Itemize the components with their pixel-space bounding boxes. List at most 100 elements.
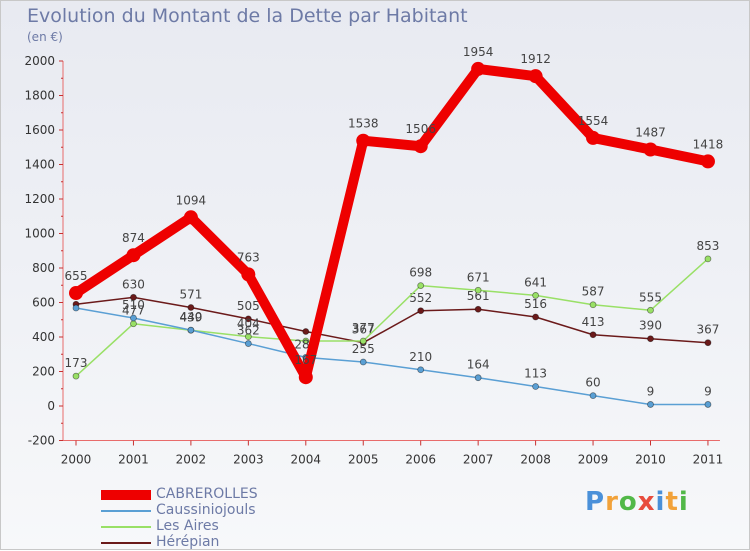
data-label: 516 xyxy=(524,297,547,311)
proxiti-logo: Proxiti xyxy=(585,487,689,517)
y-tick-label: 200 xyxy=(32,365,55,379)
data-label: 210 xyxy=(409,350,432,364)
data-label: 505 xyxy=(237,299,260,313)
data-point xyxy=(647,401,654,408)
data-label: 9 xyxy=(704,384,712,398)
y-tick-label: 0 xyxy=(47,399,55,413)
data-point xyxy=(302,337,310,345)
y-tick-label: 1800 xyxy=(24,89,55,103)
data-point xyxy=(704,255,712,263)
data-label: 173 xyxy=(65,356,88,370)
legend-swatch xyxy=(101,526,151,528)
data-label: 510 xyxy=(122,298,145,312)
data-point xyxy=(302,328,310,335)
data-point xyxy=(244,333,252,341)
series-line xyxy=(75,307,709,406)
data-point xyxy=(69,286,83,301)
data-point xyxy=(130,320,137,328)
legend-label: Les Aires xyxy=(156,518,219,534)
data-label: 390 xyxy=(639,319,662,333)
data-point xyxy=(700,154,715,169)
data-point xyxy=(187,326,195,334)
data-point xyxy=(359,358,367,366)
data-label: 255 xyxy=(352,342,375,356)
data-label: 571 xyxy=(179,288,202,302)
legend-swatch xyxy=(101,510,151,512)
data-point xyxy=(643,142,658,157)
data-label: 555 xyxy=(639,290,662,304)
y-tick-label: 1200 xyxy=(24,192,55,206)
x-tick-label: 2005 xyxy=(348,453,379,467)
legend-label: Caussiniojouls xyxy=(156,502,256,518)
data-point xyxy=(647,306,654,314)
y-tick-label: 1400 xyxy=(24,158,55,172)
data-point xyxy=(474,305,482,313)
x-tick-label: 2007 xyxy=(463,453,494,467)
data-label: 1954 xyxy=(463,45,494,59)
y-tick-label: 2000 xyxy=(24,54,55,68)
data-point xyxy=(183,210,198,225)
y-tick-label: 1000 xyxy=(24,227,55,241)
data-point xyxy=(417,307,425,315)
x-tick-label: 2008 xyxy=(520,453,551,467)
data-label: 1912 xyxy=(520,52,551,66)
data-label: 440 xyxy=(179,310,202,324)
data-point xyxy=(298,370,313,385)
data-label: 1418 xyxy=(693,137,724,151)
data-label: 167 xyxy=(294,353,317,367)
data-point xyxy=(356,133,371,148)
data-point xyxy=(532,292,539,299)
chart-title: Evolution du Montant de la Dette par Hab… xyxy=(27,5,468,27)
data-label: 763 xyxy=(237,250,260,264)
data-point xyxy=(586,130,601,145)
data-label: 367 xyxy=(352,323,375,337)
data-label: 377 xyxy=(352,321,375,335)
x-tick-label: 2000 xyxy=(61,453,92,467)
data-label: 630 xyxy=(122,277,145,291)
data-label: 853 xyxy=(696,239,719,253)
data-point xyxy=(704,339,712,347)
y-tick-label: 1600 xyxy=(24,123,55,137)
x-tick-label: 2011 xyxy=(693,453,724,467)
y-tick-label: 800 xyxy=(32,261,55,275)
data-point xyxy=(532,313,539,321)
data-label: 164 xyxy=(467,358,490,372)
x-tick-label: 2010 xyxy=(635,453,666,467)
data-label: 1506 xyxy=(405,122,436,136)
x-tick-label: 2002 xyxy=(176,453,207,467)
data-label: 641 xyxy=(524,275,547,289)
data-point xyxy=(417,366,425,374)
y-tick-label: -200 xyxy=(28,434,55,448)
data-point xyxy=(417,282,425,289)
data-label: 874 xyxy=(122,231,145,245)
x-tick-label: 2004 xyxy=(291,453,322,467)
data-label: 552 xyxy=(409,291,432,305)
data-label: 413 xyxy=(582,315,605,329)
x-tick-label: 2003 xyxy=(233,453,264,467)
y-tick-label: 600 xyxy=(32,296,55,310)
legend-swatch xyxy=(101,542,151,544)
chart-subtitle: (en €) xyxy=(27,30,63,44)
y-tick-label: 400 xyxy=(32,330,55,344)
x-tick-label: 2001 xyxy=(118,453,149,467)
data-label: 477 xyxy=(122,304,145,318)
data-point xyxy=(528,69,543,84)
data-label: 1538 xyxy=(348,117,379,131)
data-point xyxy=(241,267,256,282)
data-point xyxy=(359,337,367,345)
data-point xyxy=(704,401,712,408)
data-point xyxy=(187,304,195,311)
data-point xyxy=(474,286,482,294)
data-point xyxy=(589,331,597,339)
data-label: 367 xyxy=(696,323,719,337)
data-label: 1554 xyxy=(578,114,609,128)
series-line xyxy=(71,63,713,383)
data-label: 671 xyxy=(467,270,490,284)
data-point xyxy=(589,392,597,400)
data-label: 655 xyxy=(65,269,88,283)
data-label: 362 xyxy=(237,324,260,338)
series-line xyxy=(75,258,709,377)
data-label: 587 xyxy=(582,285,605,299)
data-point xyxy=(72,372,80,380)
